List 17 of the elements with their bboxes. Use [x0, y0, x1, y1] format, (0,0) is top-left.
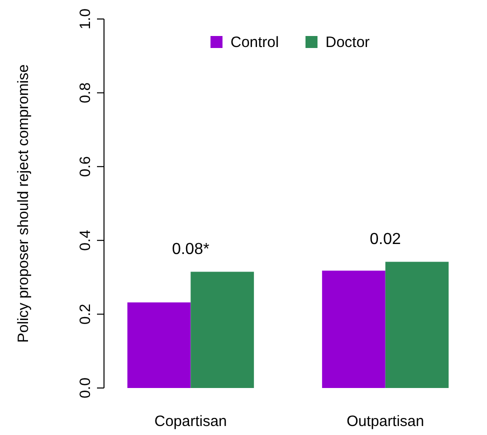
legend-label: Control — [230, 34, 279, 51]
y-tick-label: 0.4 — [77, 230, 94, 251]
y-tick-label: 0.2 — [77, 304, 94, 325]
legend-label: Doctor — [326, 34, 370, 51]
y-axis-title: Policy proposer should reject compromise — [15, 64, 32, 343]
y-tick-label: 0.8 — [77, 82, 94, 104]
x-tick-label: Copartisan — [154, 413, 227, 430]
bar — [385, 262, 449, 388]
y-tick-label: 1.0 — [77, 8, 94, 30]
annotation: 0.02 — [370, 231, 402, 248]
bar — [322, 270, 386, 388]
bar — [190, 272, 254, 388]
y-tick-label: 0.6 — [77, 156, 94, 178]
x-tick-label: Outpartisan — [346, 413, 424, 430]
annotation: 0.08* — [172, 240, 210, 258]
y-tick-label: 0.0 — [77, 378, 94, 398]
bar — [127, 302, 191, 388]
